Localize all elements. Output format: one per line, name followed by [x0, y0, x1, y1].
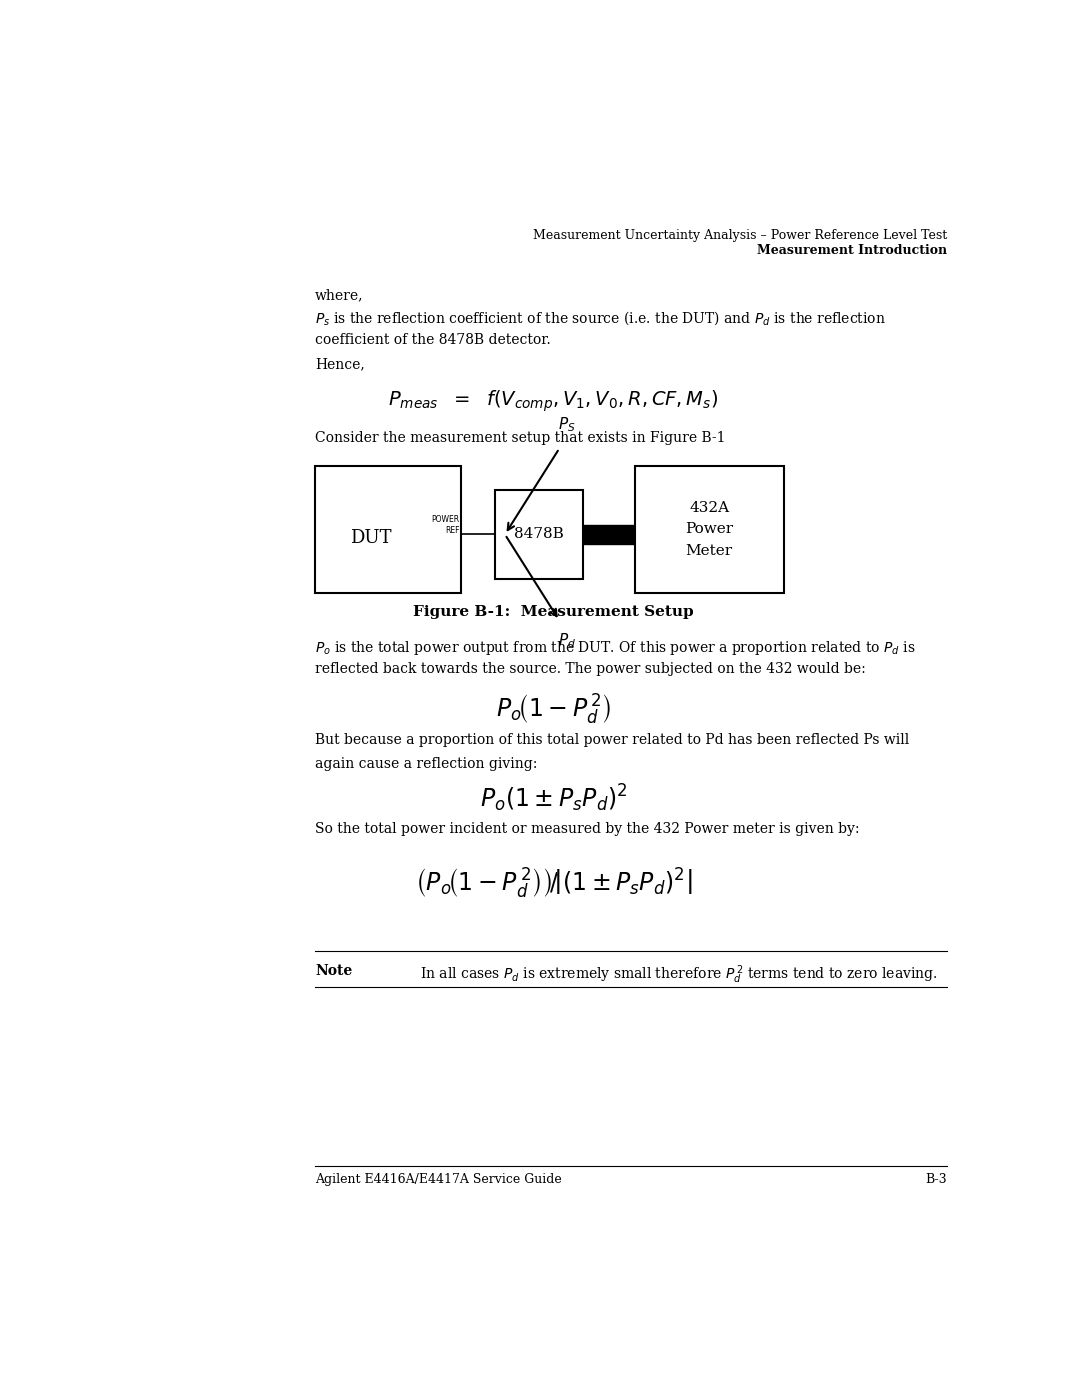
Text: where,: where,: [315, 288, 364, 302]
Text: Figure B-1:  Measurement Setup: Figure B-1: Measurement Setup: [414, 605, 693, 619]
Text: Agilent E4416A/E4417A Service Guide: Agilent E4416A/E4417A Service Guide: [315, 1173, 562, 1186]
Text: Measurement Introduction: Measurement Introduction: [757, 244, 947, 257]
Text: So the total power incident or measured by the 432 Power meter is given by:: So the total power incident or measured …: [315, 821, 860, 835]
Bar: [495, 490, 583, 578]
Text: 432A: 432A: [689, 500, 729, 514]
Text: In all cases $P_d$ is extremely small therefore $P_d^{\,2}$ terms tend to zero l: In all cases $P_d$ is extremely small th…: [420, 964, 937, 986]
Text: But because a proportion of this total power related to Pd has been reflected Ps: But because a proportion of this total p…: [315, 733, 909, 747]
Text: Meter: Meter: [686, 543, 732, 557]
Text: POWER
REF: POWER REF: [432, 514, 460, 535]
Bar: [315, 465, 461, 592]
Text: $P_s$ is the reflection coefficient of the source (i.e. the DUT) and $P_d$ is th: $P_s$ is the reflection coefficient of t…: [315, 310, 886, 327]
Text: Note: Note: [315, 964, 352, 978]
Text: Consider the measurement setup that exists in Figure B-1: Consider the measurement setup that exis…: [315, 432, 726, 446]
Text: $P_S$: $P_S$: [557, 416, 576, 434]
Text: $P_o(1\pm P_s P_d)^2$: $P_o(1\pm P_s P_d)^2$: [480, 782, 627, 814]
Text: Power: Power: [685, 522, 733, 536]
Bar: [635, 465, 784, 592]
Text: Hence,: Hence,: [315, 358, 365, 372]
Text: $\left(P_o\!\left(1-P_d^{\,2}\right)\right)\!/\!\left|(1\pm P_s P_d)^2\right|$: $\left(P_o\!\left(1-P_d^{\,2}\right)\rig…: [415, 866, 692, 901]
Text: reflected back towards the source. The power subjected on the 432 would be:: reflected back towards the source. The p…: [315, 662, 866, 676]
Text: $P_o\!\left(1-P_d^{\,2}\right)$: $P_o\!\left(1-P_d^{\,2}\right)$: [496, 693, 611, 726]
Text: 8478B: 8478B: [514, 528, 564, 542]
Text: $P_o$ is the total power output from the DUT. Of this power a proportion related: $P_o$ is the total power output from the…: [315, 638, 916, 657]
Text: Measurement Uncertainty Analysis – Power Reference Level Test: Measurement Uncertainty Analysis – Power…: [532, 229, 947, 242]
Text: coefficient of the 8478B detector.: coefficient of the 8478B detector.: [315, 334, 551, 348]
Text: DUT: DUT: [350, 528, 391, 546]
Text: $P_d$: $P_d$: [557, 631, 576, 650]
Text: again cause a reflection giving:: again cause a reflection giving:: [315, 757, 538, 771]
Text: B-3: B-3: [926, 1173, 947, 1186]
Text: $P_{meas}$  $=$  $f(V_{comp}, V_1, V_0, R, CF, M_s)$: $P_{meas}$ $=$ $f(V_{comp}, V_1, V_0, R,…: [389, 388, 718, 414]
